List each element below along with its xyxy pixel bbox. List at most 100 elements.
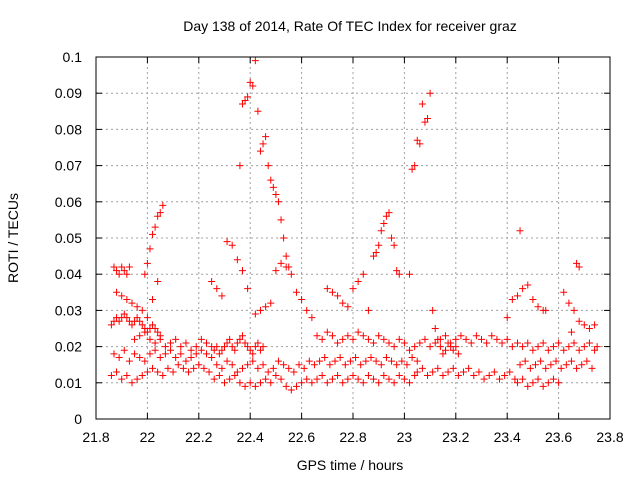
data-point — [282, 263, 290, 271]
data-point — [310, 361, 318, 369]
data-point — [154, 277, 162, 285]
data-point — [449, 364, 457, 372]
data-point — [185, 368, 193, 376]
data-point — [120, 310, 128, 318]
data-point — [542, 364, 550, 372]
data-point — [364, 372, 372, 380]
data-point — [549, 343, 557, 351]
data-point — [534, 303, 542, 311]
data-point — [524, 339, 532, 347]
data-point — [501, 372, 509, 380]
data-point — [472, 332, 480, 340]
data-point — [115, 270, 123, 278]
data-point — [238, 332, 246, 340]
data-point — [223, 238, 231, 246]
data-point — [215, 372, 223, 380]
data-point — [364, 306, 372, 314]
data-point — [251, 382, 259, 390]
data-point — [251, 57, 259, 65]
data-point — [223, 357, 231, 365]
data-point — [385, 339, 393, 347]
data-point — [238, 100, 246, 108]
data-point — [316, 357, 324, 365]
data-point — [221, 379, 228, 387]
data-point — [411, 343, 419, 351]
data-point — [164, 364, 172, 372]
data-point — [565, 343, 573, 351]
data-point — [125, 263, 133, 271]
data-point — [344, 375, 352, 383]
data-point — [249, 357, 257, 365]
data-point — [262, 133, 270, 141]
data-point — [388, 357, 396, 365]
data-point — [269, 364, 277, 372]
data-point — [465, 364, 473, 372]
data-point — [390, 241, 398, 249]
data-point — [208, 353, 216, 361]
data-point — [123, 296, 131, 304]
data-point — [377, 227, 385, 235]
data-point — [585, 339, 593, 347]
data-point — [200, 364, 208, 372]
data-point — [138, 306, 146, 314]
data-point — [244, 285, 252, 293]
data-point — [390, 343, 398, 351]
data-point — [334, 292, 342, 300]
data-point — [470, 372, 478, 380]
data-point — [508, 296, 516, 304]
data-point — [421, 118, 429, 126]
data-point — [454, 372, 462, 380]
data-point — [393, 267, 401, 275]
data-point — [400, 339, 408, 347]
data-point — [167, 346, 175, 354]
data-point — [120, 346, 128, 354]
data-point — [454, 350, 462, 358]
data-point — [478, 335, 485, 343]
data-point — [238, 267, 246, 275]
data-point — [439, 350, 447, 358]
data-point — [395, 270, 403, 278]
data-point — [113, 368, 121, 376]
data-point — [267, 299, 275, 307]
data-point — [154, 328, 162, 336]
x-tick-label: 22.6 — [288, 429, 315, 445]
data-point — [244, 343, 252, 351]
data-point — [141, 357, 149, 365]
data-point — [138, 372, 146, 380]
data-point — [308, 314, 316, 322]
y-tick-label: 0.02 — [55, 339, 82, 355]
data-point — [154, 212, 162, 220]
data-point — [521, 357, 529, 365]
x-tick-label: 23 — [397, 429, 413, 445]
data-point — [241, 382, 249, 390]
data-point — [274, 198, 282, 206]
data-point — [328, 375, 336, 383]
data-point — [519, 375, 527, 383]
data-point — [529, 346, 537, 354]
data-point — [256, 147, 264, 155]
data-point — [236, 379, 244, 387]
data-point — [182, 357, 190, 365]
data-point — [318, 335, 326, 343]
data-point — [408, 165, 416, 173]
data-point — [156, 353, 164, 361]
data-point — [298, 296, 306, 304]
data-point — [292, 382, 300, 390]
data-point — [411, 372, 419, 380]
data-point — [526, 364, 534, 372]
y-tick-label: 0.08 — [55, 121, 82, 137]
data-point — [429, 306, 437, 314]
data-point — [213, 361, 221, 369]
data-point — [226, 375, 234, 383]
data-point — [272, 191, 280, 199]
data-point — [218, 292, 226, 300]
data-point — [480, 375, 488, 383]
data-point — [555, 379, 563, 387]
data-point — [375, 241, 383, 249]
data-point — [256, 306, 264, 314]
data-point — [298, 379, 306, 387]
data-point — [159, 201, 167, 209]
x-tick-label: 22.2 — [185, 429, 212, 445]
data-point — [544, 379, 552, 387]
